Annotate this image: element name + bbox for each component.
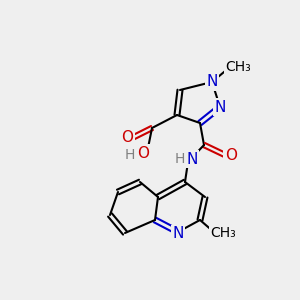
Text: H: H [175, 152, 185, 166]
Text: CH₃: CH₃ [210, 226, 236, 240]
Text: N: N [206, 74, 218, 89]
Text: O: O [225, 148, 237, 163]
Text: N: N [214, 100, 226, 115]
Text: CH₃: CH₃ [225, 60, 251, 74]
Text: O: O [137, 146, 149, 160]
Text: N: N [172, 226, 184, 242]
Text: H: H [125, 148, 135, 162]
Text: O: O [121, 130, 133, 146]
Text: N: N [186, 152, 198, 166]
